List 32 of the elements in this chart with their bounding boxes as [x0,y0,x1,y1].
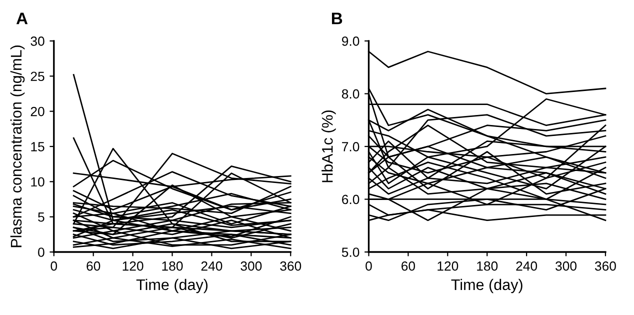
y-tick-label: 6.0 [342,194,360,204]
x-tick-label: 0 [50,261,58,271]
y-tick-label: 8.0 [342,89,360,99]
x-axis-title: Time (day) [136,278,208,294]
y-tick-label: 5 [38,212,44,222]
x-tick-label: 120 [438,261,458,271]
x-axis-title: Time (day) [451,278,522,294]
y-tick-label: 30 [30,36,44,46]
chart-title: A [16,12,28,24]
x-tick-label: 60 [402,261,416,271]
x-tick-label: 240 [516,261,538,271]
y-tick-label: 15 [31,142,44,152]
x-tick-label: 180 [162,261,183,271]
y-tick-label: 10 [31,177,44,187]
y-tick-label: 9.0 [342,36,360,46]
x-tick-label: 0 [366,261,372,271]
x-tick-label: 120 [122,261,144,271]
x-tick-label: 360 [594,261,616,271]
x-tick-label: 360 [280,261,302,271]
y-tick-label: 25 [30,72,44,82]
x-tick-label: 300 [240,261,262,271]
y-axis-title: HbA1c (%) [322,110,336,182]
y-axis-title: Plasma concentration (ng/mL) [10,46,25,248]
x-tick-label: 60 [86,261,100,271]
x-tick-label: 240 [201,261,222,271]
chart-title: B [332,12,342,24]
y-tick-label: 0 [38,248,44,257]
y-tick-label: 20 [30,106,44,116]
y-tick-label: 5.0 [342,248,360,257]
x-tick-label: 300 [556,261,577,271]
y-tick-label: 7.0 [342,142,360,152]
x-tick-label: 180 [477,261,498,271]
